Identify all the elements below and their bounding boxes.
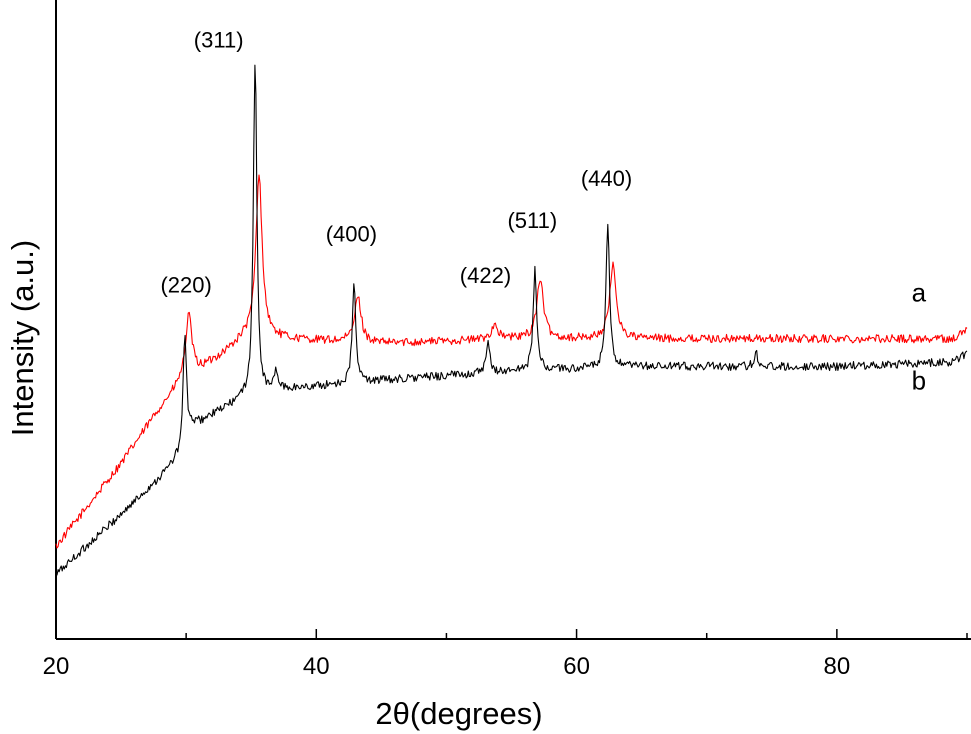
series-label-a: a [912, 278, 927, 308]
y-axis-title: Intensity (a.u.) [5, 240, 40, 436]
x-axis-title: 2θ(degrees) [375, 696, 542, 731]
series-layer [55, 64, 968, 576]
x-tick-label: 60 [563, 653, 590, 680]
peak-label: (511) [507, 208, 557, 233]
peak-label: (220) [160, 272, 211, 297]
peak-label: (400) [326, 222, 377, 247]
series-a-line [55, 174, 968, 549]
peak-label: (440) [581, 166, 632, 191]
series-b-line [55, 64, 968, 576]
x-tick-label: 20 [43, 653, 70, 680]
labels-layer: (220) (311) (400) (422) (511) (440) a b [160, 28, 926, 396]
series-label-b: b [912, 365, 926, 395]
x-tick-label: 40 [303, 653, 330, 680]
peak-label: (311) [194, 28, 244, 53]
peak-label: (422) [460, 263, 511, 288]
axes: 20 40 60 80 [43, 0, 971, 680]
x-tick-label: 80 [824, 653, 851, 680]
